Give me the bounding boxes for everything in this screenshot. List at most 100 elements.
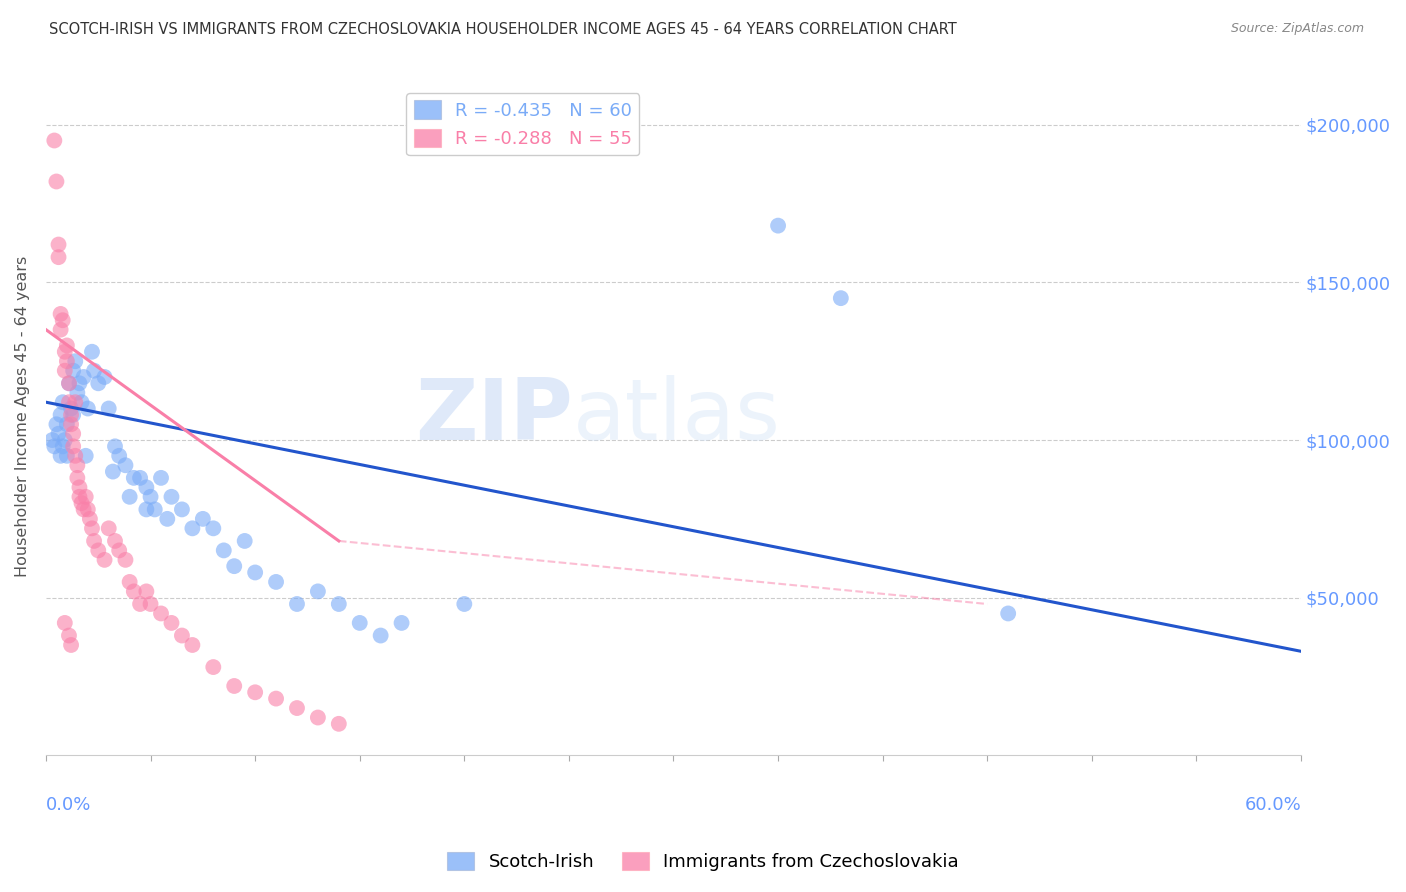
- Point: [453, 597, 475, 611]
- Point: [101, 465, 124, 479]
- Point: [264, 691, 287, 706]
- Point: [766, 219, 789, 233]
- Point: [49, 323, 72, 337]
- Point: [53, 433, 76, 447]
- Point: [135, 480, 157, 494]
- Point: [118, 574, 141, 589]
- Point: [97, 401, 120, 416]
- Point: [191, 512, 214, 526]
- Point: [70, 395, 93, 409]
- Point: [108, 449, 131, 463]
- Point: [65, 395, 87, 409]
- Point: [370, 628, 392, 642]
- Point: [80, 521, 103, 535]
- Point: [129, 597, 152, 611]
- Point: [93, 553, 115, 567]
- Point: [114, 458, 136, 473]
- Text: 60.0%: 60.0%: [1244, 796, 1301, 814]
- Text: atlas: atlas: [574, 375, 782, 458]
- Point: [58, 395, 80, 409]
- Point: [349, 615, 371, 630]
- Point: [87, 543, 110, 558]
- Point: [49, 408, 72, 422]
- Point: [69, 480, 91, 494]
- Point: [58, 628, 80, 642]
- Point: [79, 512, 101, 526]
- Point: [60, 408, 83, 422]
- Point: [65, 354, 87, 368]
- Point: [233, 533, 256, 548]
- Point: [75, 449, 97, 463]
- Point: [41, 433, 63, 447]
- Point: [48, 250, 70, 264]
- Point: [285, 701, 308, 715]
- Point: [53, 344, 76, 359]
- Point: [60, 638, 83, 652]
- Y-axis label: Householder Income Ages 45 - 64 years: Householder Income Ages 45 - 64 years: [15, 256, 30, 577]
- Point: [72, 370, 94, 384]
- Point: [72, 502, 94, 516]
- Point: [307, 710, 329, 724]
- Point: [52, 395, 75, 409]
- Point: [122, 471, 145, 485]
- Point: [104, 533, 127, 548]
- Point: [65, 449, 87, 463]
- Text: SCOTCH-IRISH VS IMMIGRANTS FROM CZECHOSLOVAKIA HOUSEHOLDER INCOME AGES 45 - 64 Y: SCOTCH-IRISH VS IMMIGRANTS FROM CZECHOSL…: [49, 22, 957, 37]
- Point: [224, 559, 246, 574]
- Point: [53, 364, 76, 378]
- Point: [264, 574, 287, 589]
- Point: [56, 417, 79, 432]
- Point: [97, 521, 120, 535]
- Point: [307, 584, 329, 599]
- Point: [62, 364, 84, 378]
- Point: [76, 401, 98, 416]
- Point: [104, 439, 127, 453]
- Point: [243, 685, 266, 699]
- Point: [150, 471, 173, 485]
- Point: [48, 426, 70, 441]
- Point: [44, 439, 66, 453]
- Text: Source: ZipAtlas.com: Source: ZipAtlas.com: [1230, 22, 1364, 36]
- Point: [224, 679, 246, 693]
- Point: [997, 607, 1019, 621]
- Point: [45, 417, 67, 432]
- Point: [108, 543, 131, 558]
- Point: [202, 660, 225, 674]
- Point: [139, 597, 162, 611]
- Text: 0.0%: 0.0%: [46, 796, 91, 814]
- Point: [243, 566, 266, 580]
- Point: [118, 490, 141, 504]
- Point: [150, 607, 173, 621]
- Point: [391, 615, 413, 630]
- Point: [328, 597, 350, 611]
- Point: [66, 471, 89, 485]
- Point: [45, 174, 67, 188]
- Point: [80, 344, 103, 359]
- Point: [93, 370, 115, 384]
- Point: [48, 237, 70, 252]
- Point: [170, 502, 193, 516]
- Point: [49, 449, 72, 463]
- Point: [87, 376, 110, 391]
- Point: [181, 638, 204, 652]
- Point: [114, 553, 136, 567]
- Point: [129, 471, 152, 485]
- Point: [53, 615, 76, 630]
- Point: [139, 490, 162, 504]
- Point: [58, 376, 80, 391]
- Point: [156, 512, 179, 526]
- Point: [69, 376, 91, 391]
- Point: [56, 354, 79, 368]
- Point: [76, 502, 98, 516]
- Legend: Scotch-Irish, Immigrants from Czechoslovakia: Scotch-Irish, Immigrants from Czechoslov…: [440, 845, 966, 879]
- Point: [328, 716, 350, 731]
- Point: [212, 543, 235, 558]
- Point: [62, 408, 84, 422]
- Point: [56, 338, 79, 352]
- Point: [58, 376, 80, 391]
- Point: [285, 597, 308, 611]
- Point: [135, 502, 157, 516]
- Legend: R = -0.435   N = 60, R = -0.288   N = 55: R = -0.435 N = 60, R = -0.288 N = 55: [406, 94, 640, 155]
- Point: [75, 490, 97, 504]
- Point: [70, 496, 93, 510]
